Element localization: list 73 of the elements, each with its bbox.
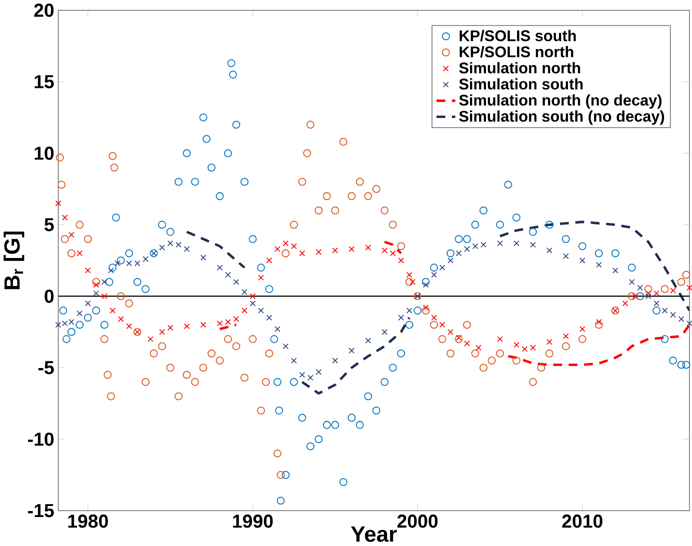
y-tick-label: -15 bbox=[28, 504, 54, 518]
y-axis-title: B$_{r}$ [G] bbox=[4, 232, 24, 290]
point bbox=[365, 244, 372, 251]
point bbox=[126, 324, 132, 330]
point bbox=[562, 334, 569, 340]
point bbox=[456, 334, 462, 341]
point bbox=[282, 240, 289, 246]
point bbox=[431, 314, 437, 321]
point bbox=[332, 248, 338, 254]
point bbox=[497, 336, 503, 342]
point bbox=[579, 326, 586, 332]
point bbox=[200, 322, 206, 328]
point bbox=[514, 342, 520, 348]
point bbox=[101, 294, 108, 300]
point bbox=[93, 282, 100, 288]
legend-label: Simulation south (no decay) bbox=[459, 110, 664, 126]
point bbox=[398, 258, 404, 264]
point bbox=[233, 316, 240, 322]
point bbox=[216, 320, 223, 327]
x-tick-label: 2010 bbox=[562, 514, 602, 528]
point bbox=[118, 316, 124, 322]
point bbox=[316, 249, 322, 256]
point bbox=[522, 346, 528, 352]
x-tick-label: 1990 bbox=[233, 514, 273, 528]
legend-label: KP/SOLIS south bbox=[460, 30, 576, 42]
x-tick-label: 1980 bbox=[68, 514, 108, 528]
legend-label: Simulation north (no decay) bbox=[459, 94, 662, 109]
point bbox=[258, 274, 264, 281]
legend-label: Simulation north bbox=[459, 62, 580, 74]
point bbox=[654, 290, 660, 297]
legend-label: KP/SOLIS north bbox=[460, 46, 574, 58]
point bbox=[622, 300, 628, 307]
point bbox=[530, 344, 536, 351]
point bbox=[546, 339, 552, 346]
point bbox=[167, 324, 174, 331]
point bbox=[184, 324, 190, 330]
point bbox=[148, 336, 154, 342]
y-tick-label: 5 bbox=[44, 218, 54, 232]
point bbox=[382, 248, 388, 254]
point bbox=[291, 243, 297, 250]
point bbox=[68, 232, 74, 238]
point bbox=[62, 214, 68, 221]
x-axis-title: Year bbox=[351, 526, 397, 542]
point bbox=[439, 322, 446, 328]
point bbox=[84, 268, 91, 274]
point bbox=[464, 340, 470, 347]
point bbox=[76, 250, 83, 256]
point bbox=[250, 294, 256, 300]
y-tick-label: -10 bbox=[28, 432, 54, 446]
y-tick-label: -5 bbox=[38, 361, 54, 374]
point bbox=[686, 284, 692, 291]
point bbox=[110, 308, 116, 314]
point bbox=[159, 329, 165, 336]
point bbox=[596, 319, 602, 326]
point bbox=[390, 250, 396, 256]
point bbox=[670, 288, 676, 294]
point bbox=[242, 308, 248, 314]
point bbox=[55, 200, 62, 206]
x-tick-label: 2000 bbox=[397, 514, 438, 528]
point bbox=[299, 250, 306, 256]
point bbox=[348, 246, 355, 252]
y-tick-label: 15 bbox=[34, 75, 54, 89]
y-tick-label: 20 bbox=[34, 4, 54, 18]
y-tick-label: 0 bbox=[44, 290, 54, 304]
point bbox=[274, 246, 280, 252]
y-tick-label: 10 bbox=[34, 146, 54, 160]
point bbox=[422, 304, 429, 311]
point bbox=[448, 329, 454, 336]
point bbox=[476, 344, 482, 351]
point bbox=[225, 319, 231, 326]
legend-label: Simulation south bbox=[459, 78, 583, 90]
point bbox=[266, 258, 272, 264]
point bbox=[406, 272, 412, 278]
